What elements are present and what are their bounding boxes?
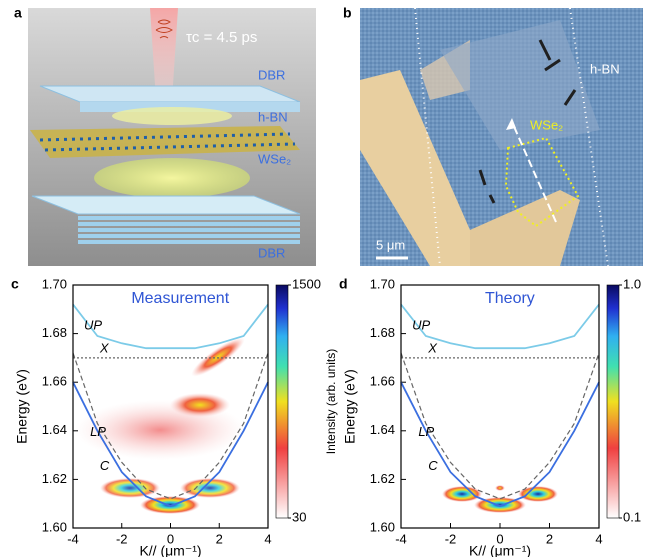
y-axis-label: Energy (eV)	[342, 369, 358, 444]
intensity-blob	[442, 486, 482, 502]
y-tick-label: 1.64	[370, 422, 395, 437]
panel-label: b	[343, 5, 352, 21]
colorbar	[276, 285, 288, 518]
page: {"panel_a": {"panel_label": "a", "pulse_…	[0, 0, 651, 557]
x-axis-label: K// (μm⁻¹)	[139, 543, 201, 557]
panel-label: d	[339, 276, 348, 292]
heatmap-c	[75, 332, 249, 514]
heatmap-d	[442, 485, 558, 513]
y-axis-label: Energy (eV)	[14, 369, 30, 444]
monolayer-label: WSe₂	[258, 151, 291, 166]
y-tick-label: 1.62	[42, 471, 67, 486]
scale-bar-label: 5 μm	[376, 237, 405, 252]
panel-label: c	[11, 276, 19, 292]
x-tick-label: -2	[445, 531, 457, 546]
x-tick-label: -4	[395, 531, 407, 546]
x-tick-label: 2	[546, 531, 553, 546]
chart-title: Theory	[485, 290, 535, 307]
intensity-blob	[187, 332, 249, 382]
hbn-glow	[112, 107, 232, 125]
curve-label: LP	[418, 424, 434, 439]
y-tick-label: 1.66	[42, 374, 67, 389]
x-tick-label: -4	[67, 531, 79, 546]
y-tick-label: 1.64	[42, 422, 67, 437]
y-tick-label: 1.68	[370, 325, 395, 340]
intensity-blob	[518, 486, 558, 502]
y-tick-label: 1.60	[42, 519, 67, 534]
curve-label: X	[427, 340, 438, 355]
intensity-blob	[170, 393, 230, 417]
panel-b: b h-BN WSe₂ 5 μm	[343, 5, 643, 266]
intensity-blob	[495, 485, 505, 491]
panel-a: a τc = 4.5 ps DBR h-BN WSe₂ DBR	[14, 5, 316, 266]
curve-label: LP	[90, 424, 106, 439]
top-mirror	[40, 86, 300, 102]
y-tick-label: 1.68	[42, 325, 67, 340]
colorbar-tick-label: 30	[292, 509, 306, 524]
chart-title: Measurement	[131, 290, 229, 307]
y-tick-label: 1.60	[370, 519, 395, 534]
cavity-mode	[94, 158, 250, 198]
top-mirror-label: DBR	[258, 67, 285, 82]
x-axis-label: K// (μm⁻¹)	[469, 543, 531, 557]
y-tick-label: 1.70	[42, 276, 67, 291]
plot-frame	[401, 285, 599, 528]
y-tick-label: 1.66	[370, 374, 395, 389]
x-tick-label: 4	[264, 531, 271, 546]
bottom-mirror	[32, 196, 300, 214]
curve-label: C	[100, 458, 110, 473]
spacer-label: h-BN	[258, 109, 288, 124]
x-tick-label: 2	[216, 531, 223, 546]
x-tick-label: -2	[116, 531, 128, 546]
figure: a τc = 4.5 ps DBR h-BN WSe₂ DBR b h-BN W…	[0, 0, 651, 557]
colorbar-tick-label: 1500	[292, 276, 321, 291]
x-tick-label: 4	[595, 531, 602, 546]
y-tick-label: 1.62	[370, 471, 395, 486]
curve-label: UP	[412, 317, 430, 332]
y-tick-label: 1.70	[370, 276, 395, 291]
colorbar-tick-label: 1.0	[623, 276, 641, 291]
curve-label: X	[99, 340, 110, 355]
colorbar	[607, 285, 619, 518]
spacer-label: h-BN	[590, 61, 620, 76]
pulse-label: τc = 4.5 ps	[186, 29, 257, 46]
monolayer-label: WSe₂	[530, 117, 563, 132]
colorbar-tick-label: 0.1	[623, 509, 641, 524]
bottom-mirror-label: DBR	[258, 245, 285, 260]
curve-label: C	[428, 458, 438, 473]
curve-label: UP	[84, 317, 102, 332]
panel-label: a	[14, 5, 22, 21]
colorbar-label: Intensity (arb. units)	[324, 349, 338, 454]
